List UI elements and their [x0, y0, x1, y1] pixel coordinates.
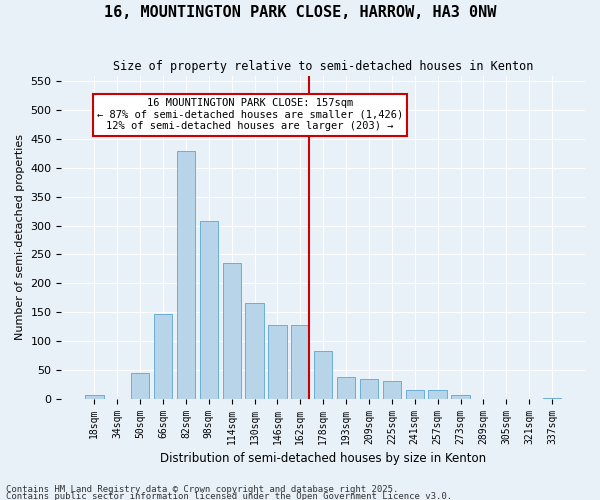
Text: 16 MOUNTINGTON PARK CLOSE: 157sqm
← 87% of semi-detached houses are smaller (1,4: 16 MOUNTINGTON PARK CLOSE: 157sqm ← 87% …: [97, 98, 403, 132]
Bar: [291, 326, 310, 398]
Text: 16, MOUNTINGTON PARK CLOSE, HARROW, HA3 0NW: 16, MOUNTINGTON PARK CLOSE, HARROW, HA3 …: [104, 5, 496, 20]
Bar: [337, 378, 355, 398]
Text: Contains HM Land Registry data © Crown copyright and database right 2025.: Contains HM Land Registry data © Crown c…: [6, 486, 398, 494]
Bar: [314, 351, 332, 399]
Bar: [200, 221, 218, 398]
Bar: [223, 263, 241, 398]
Bar: [451, 394, 470, 398]
Bar: [131, 372, 149, 398]
Bar: [428, 390, 447, 398]
Bar: [360, 379, 378, 398]
X-axis label: Distribution of semi-detached houses by size in Kenton: Distribution of semi-detached houses by …: [160, 452, 486, 465]
Bar: [245, 304, 264, 398]
Text: Contains public sector information licensed under the Open Government Licence v3: Contains public sector information licen…: [6, 492, 452, 500]
Bar: [383, 382, 401, 398]
Bar: [268, 326, 287, 398]
Bar: [85, 394, 104, 398]
Title: Size of property relative to semi-detached houses in Kenton: Size of property relative to semi-detach…: [113, 60, 533, 73]
Y-axis label: Number of semi-detached properties: Number of semi-detached properties: [15, 134, 25, 340]
Bar: [177, 150, 195, 398]
Bar: [154, 314, 172, 398]
Bar: [406, 390, 424, 398]
